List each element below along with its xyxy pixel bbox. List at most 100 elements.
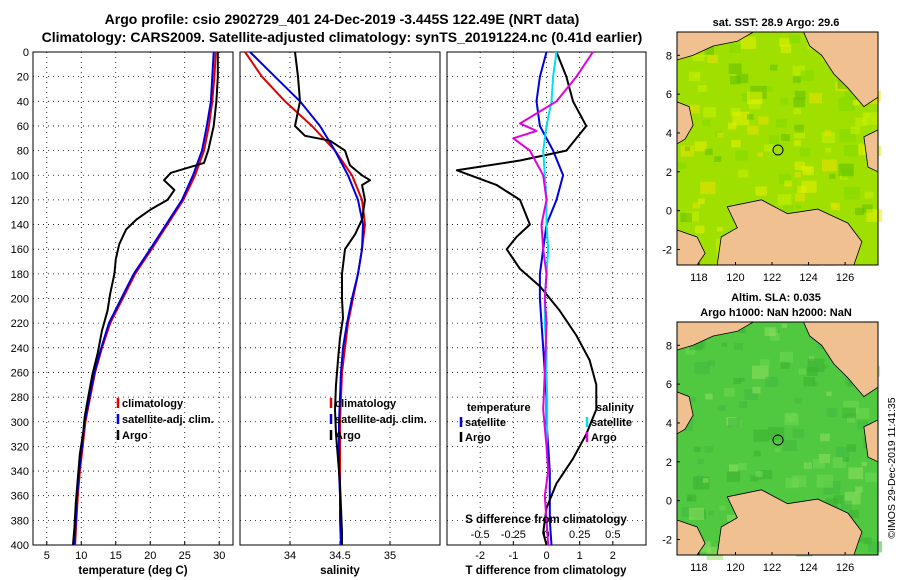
map-color-patch: [843, 186, 860, 200]
y-tick-label: 220: [11, 318, 29, 330]
map-y-tick-label: 4: [666, 418, 672, 430]
map-color-patch: [692, 51, 705, 61]
s-tick-label: 0.25: [569, 529, 590, 541]
map-x-tick-label: 124: [799, 272, 817, 284]
y-tick-label: 240: [11, 343, 29, 355]
map-color-patch: [755, 471, 763, 477]
series-line: [535, 51, 565, 546]
y-tick-label: 40: [17, 96, 29, 108]
map-color-patch: [795, 204, 801, 209]
map-color-patch: [822, 159, 837, 172]
map-color-patch: [842, 407, 856, 419]
legend-label: satellite: [465, 417, 506, 429]
temperature-xlabel: temperature (deg C): [78, 565, 187, 577]
map-color-patch: [681, 507, 695, 517]
map-land: [716, 489, 863, 556]
map-color-patch: [823, 364, 829, 369]
map-color-patch: [813, 381, 819, 387]
map-color-patch: [794, 140, 801, 146]
series-line: [512, 51, 594, 546]
map-color-patch: [760, 470, 773, 480]
difference-legend: temperature salinity satellite Argo satellit…: [459, 402, 635, 444]
map-color-patch: [765, 86, 773, 92]
y-tick-label: 160: [11, 244, 29, 256]
legend-label: Argo: [122, 430, 148, 442]
map-x-tick-label: 126: [836, 562, 854, 574]
map-land: [716, 199, 863, 266]
series-line: [294, 51, 371, 545]
map-color-patch: [755, 186, 767, 196]
temperature-legend: climatology satellite-adj. clim. Argo: [116, 398, 214, 442]
map-color-patch: [857, 420, 869, 430]
map-y-tick-label: 4: [666, 128, 672, 140]
map-color-patch: [752, 386, 761, 394]
map-color-patch: [757, 152, 763, 157]
x-tick-label: 35: [384, 550, 396, 562]
map-color-patch: [730, 76, 741, 85]
map-color-patch: [696, 475, 703, 481]
difference-s-xlabel: S difference from climatology: [465, 514, 627, 526]
map-color-patch: [852, 100, 860, 106]
s-tick-label: -0.5: [471, 529, 490, 541]
map-color-patch: [702, 119, 711, 127]
difference-s-ticks: -0.5 -0.25 0 0.25 0.5: [471, 529, 621, 541]
map-color-patch: [768, 427, 785, 440]
map-color-patch: [862, 204, 873, 213]
sst-map-yticks: 8 6 4 2 0 -2: [662, 50, 680, 256]
map-color-patch: [785, 477, 799, 489]
map-color-patch: [680, 145, 694, 157]
map-color-patch: [717, 132, 724, 138]
map-color-patch: [792, 65, 805, 76]
map-color-patch: [794, 124, 805, 133]
x-tick-label: 25: [179, 550, 191, 562]
map-color-patch: [727, 122, 737, 130]
map-color-patch: [765, 376, 779, 387]
x-tick-label: 5: [44, 550, 50, 562]
map-y-tick-label: 8: [666, 340, 672, 352]
map-color-patch: [689, 339, 704, 351]
map-color-patch: [826, 408, 838, 417]
y-tick-label: 380: [11, 515, 29, 527]
legend-label: climatology: [335, 398, 397, 410]
sla-map-xticks: 118 120 122 124 126: [690, 552, 854, 574]
map-color-patch: [740, 36, 757, 49]
temperature-lines: [72, 51, 219, 546]
sst-land: [676, 31, 879, 266]
map-color-patch: [753, 450, 761, 457]
map-color-patch: [842, 457, 849, 462]
map-color-patch: [692, 202, 701, 209]
map-color-patch: [793, 129, 805, 139]
salinity-xticks: 34 34.5 35: [284, 541, 396, 562]
map-color-patch: [752, 365, 769, 379]
sst-map-title: sat. SST: 28.9 Argo: 29.6: [713, 17, 840, 29]
map-y-tick-label: 6: [666, 379, 672, 391]
map-color-patch: [731, 139, 741, 148]
map-color-patch: [781, 323, 787, 328]
map-color-patch: [746, 114, 754, 120]
s-tick-label: 0: [543, 529, 549, 541]
difference-lines: [455, 51, 598, 546]
map-color-patch: [861, 462, 867, 467]
series-line: [455, 51, 598, 546]
y-tick-label: 260: [11, 367, 29, 379]
x-tick-label: 2: [610, 550, 616, 562]
map-color-patch: [864, 191, 873, 199]
temperature-grid: [33, 51, 233, 546]
map-color-patch: [779, 351, 793, 363]
y-tick-label: 0: [23, 47, 29, 59]
map-color-patch: [729, 44, 741, 53]
temperature-panel: 5 10 15 20 25 30 0 20 40 60 80 100 120 140 160 180 200 2…: [11, 47, 234, 577]
map-y-tick-label: 2: [666, 167, 672, 179]
map-color-patch: [694, 362, 710, 375]
y-tick-label: 340: [11, 466, 29, 478]
x-tick-label: -1: [508, 550, 518, 562]
map-color-patch: [803, 462, 813, 470]
difference-panel: -2 -1 0 1 2 -0.5 -0.25 0 0.25 0.5 temperature sal…: [446, 51, 647, 577]
map-x-tick-label: 126: [836, 272, 854, 284]
map-color-patch: [759, 359, 770, 368]
map-color-patch: [783, 204, 794, 214]
map-color-patch: [708, 360, 716, 366]
sst-map-frame: [676, 31, 879, 266]
map-color-patch: [865, 472, 877, 482]
map-color-patch: [824, 130, 832, 136]
